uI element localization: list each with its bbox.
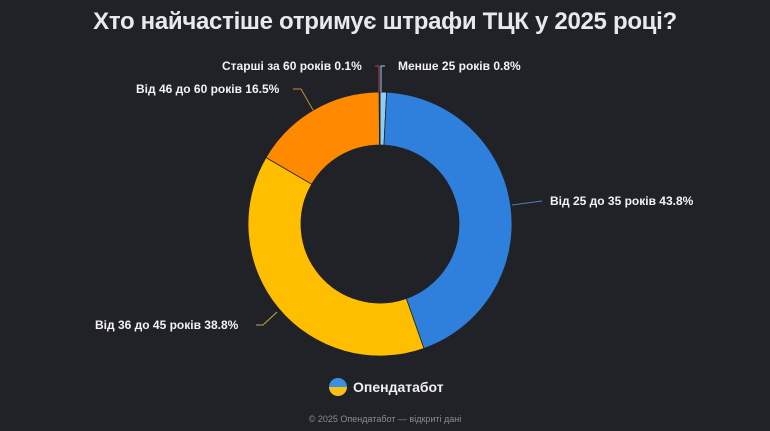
leader-line-over60: [375, 65, 380, 92]
donut-slice: [247, 156, 425, 357]
brand-name: Опендатабот: [353, 379, 444, 395]
label-under25: Менше 25 років 0.8%: [398, 59, 521, 73]
label-25to35: Від 25 до 35 років 43.8%: [550, 194, 694, 208]
chart-title: Хто найчастіше отримує штрафи ТЦК у 2025…: [93, 8, 677, 35]
leader-line-25to35: [511, 200, 543, 206]
label-36to45: Від 36 до 45 років 38.8%: [95, 318, 239, 332]
donut-slices: [247, 91, 513, 357]
footer-copyright: © 2025 Опендатабот — відкриті дані: [308, 414, 462, 424]
brand: Опендатабот: [329, 378, 444, 396]
label-over60: Старші за 60 років 0.1%: [222, 59, 362, 73]
ukraine-flag-circle-icon: [329, 378, 347, 396]
label-46to60: Від 46 до 60 років 16.5%: [136, 82, 280, 96]
leader-line-36to45: [256, 311, 278, 326]
leader-line-under25: [380, 65, 385, 92]
donut-slice: [378, 91, 381, 146]
donut-slice: [383, 91, 513, 349]
leader-line-46to60: [293, 88, 314, 111]
